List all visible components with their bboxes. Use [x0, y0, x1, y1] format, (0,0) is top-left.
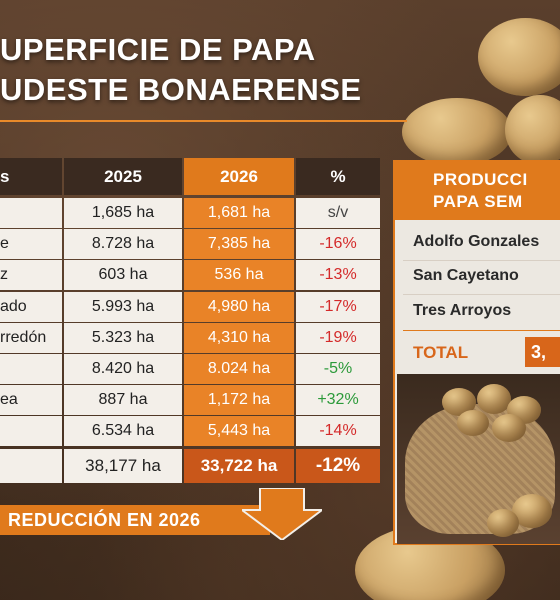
panel-title-line-1: PRODUCCI	[433, 170, 528, 189]
header-pct: %	[296, 158, 380, 195]
panel-total-value: 3,	[525, 337, 560, 367]
divider	[403, 294, 560, 295]
potato-image	[477, 384, 511, 414]
row-2026: 536 ha	[184, 260, 294, 291]
potato-image	[487, 509, 519, 537]
row-pct: s/v	[296, 198, 380, 228]
row-2025: 8.420 ha	[64, 354, 182, 384]
potato-image	[492, 414, 526, 442]
title-line-1: UPERFICIE DE PAPA	[0, 32, 316, 67]
potato-sack-image	[397, 374, 560, 544]
row-2025: 603 ha	[64, 260, 182, 291]
total-pct: -12%	[296, 448, 380, 483]
row-name: ado	[0, 291, 62, 322]
reduction-banner: REDUCCIÓN EN 2026	[0, 505, 270, 535]
panel-total-label: TOTAL	[413, 343, 469, 362]
header-2025: 2025	[64, 158, 182, 195]
row-2025: 887 ha	[64, 385, 182, 416]
row-pct: -17%	[296, 291, 380, 322]
row-2026: 1,681 ha	[184, 198, 294, 228]
total-2026: 33,722 ha	[184, 448, 294, 483]
row-2025: 8.728 ha	[64, 229, 182, 260]
row-2026: 4,980 ha	[184, 291, 294, 322]
row-2026: 5,443 ha	[184, 416, 294, 447]
divider	[403, 260, 560, 261]
panel-title-line-2: PAPA SEM	[433, 192, 523, 211]
row-name	[0, 354, 62, 384]
row-pct: -14%	[296, 416, 380, 447]
row-name	[0, 198, 62, 228]
row-name	[0, 416, 62, 447]
row-2026: 7,385 ha	[184, 229, 294, 260]
row-name: z	[0, 260, 62, 291]
arrow-down-icon	[242, 488, 322, 540]
panel-item: San Cayetano	[413, 267, 519, 284]
row-pct: -13%	[296, 260, 380, 291]
row-pct: -5%	[296, 354, 380, 384]
row-pct: -19%	[296, 322, 380, 353]
row-pct: -16%	[296, 229, 380, 260]
row-2025: 1,685 ha	[64, 198, 182, 228]
row-2026: 4,310 ha	[184, 322, 294, 353]
potato-image	[505, 95, 560, 165]
panel-total: TOTAL 3,	[395, 333, 560, 371]
row-pct: +32%	[296, 385, 380, 416]
panel-item: Adolfo Gonzales	[413, 233, 540, 250]
production-panel: PRODUCCI PAPA SEM Adolfo Gonzales San Ca…	[393, 160, 560, 545]
divider	[403, 330, 560, 331]
panel-title: PRODUCCI PAPA SEM	[395, 162, 560, 220]
row-name: e	[0, 229, 62, 260]
title-line-2: UDESTE BONAERENSE	[0, 72, 362, 107]
row-2026: 8.024 ha	[184, 354, 294, 384]
row-2026: 1,172 ha	[184, 385, 294, 416]
total-2025: 38,177 ha	[64, 448, 182, 483]
row-2025: 5.993 ha	[64, 291, 182, 322]
potato-image	[457, 410, 489, 436]
potato-image	[478, 18, 560, 96]
page-title: UPERFICIE DE PAPA UDESTE BONAERENSE	[0, 30, 362, 110]
header-name: s	[0, 158, 62, 195]
header-2026: 2026	[184, 158, 294, 195]
title-underline	[0, 120, 407, 122]
panel-item: Tres Arroyos	[413, 302, 512, 319]
potato-image	[402, 98, 512, 166]
row-name: rredón	[0, 322, 62, 353]
banner-text: REDUCCIÓN EN 2026	[8, 509, 201, 530]
total-name	[0, 448, 62, 483]
row-2025: 6.534 ha	[64, 416, 182, 447]
row-2025: 5.323 ha	[64, 322, 182, 353]
row-name: ea	[0, 385, 62, 416]
